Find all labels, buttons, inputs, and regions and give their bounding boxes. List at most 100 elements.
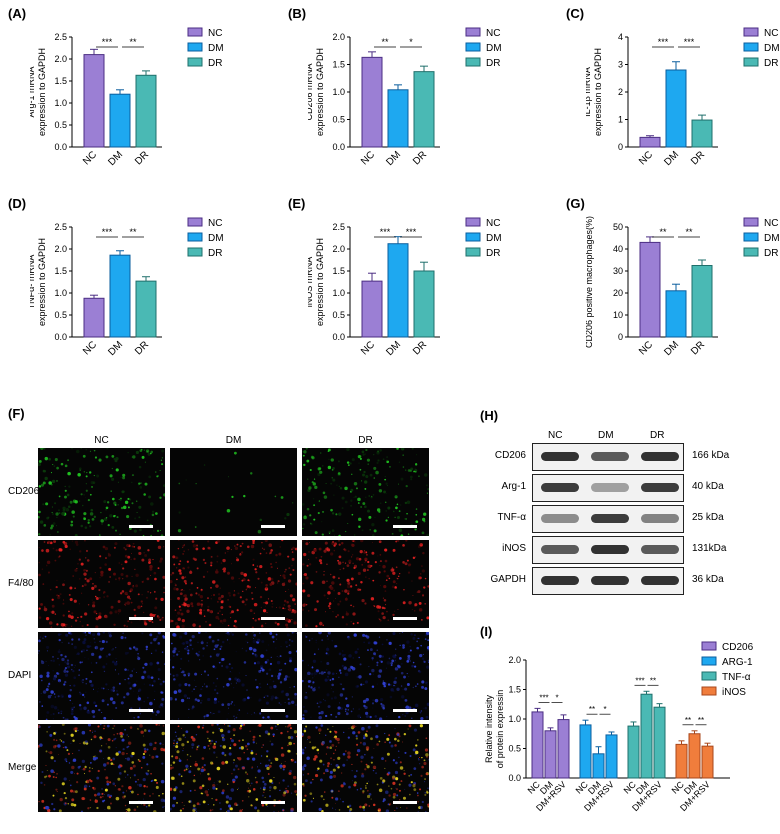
- x-tick-label: DR: [689, 339, 707, 357]
- bar: [109, 93, 131, 148]
- y-tick-label: 2: [618, 87, 623, 97]
- y-tick-label: 0.5: [54, 120, 67, 130]
- legend-label: ARG-1: [722, 657, 753, 668]
- legend-swatch: [701, 641, 717, 651]
- x-tick-label: DR: [411, 149, 429, 167]
- legend-label: NC: [208, 28, 222, 39]
- blot-label: iNOS: [502, 543, 526, 554]
- x-tick-label: NC: [637, 339, 655, 357]
- legend-swatch: [187, 42, 203, 52]
- f-row-cd206: CD206: [8, 486, 40, 497]
- significance-label: **: [589, 705, 595, 714]
- chart-c: 0 1 2 3 4 IL-1β mRNA expression to GAPDH NC DM DR…: [586, 27, 780, 168]
- x-tick-label: NC: [81, 339, 99, 357]
- panel-label-c: (C): [566, 6, 585, 21]
- significance-label: ***: [380, 227, 391, 237]
- y-tick-label: 1.0: [332, 288, 345, 298]
- significance-label: ***: [658, 37, 669, 47]
- legend-label: DR: [486, 248, 500, 259]
- y-axis-label: expression to GAPDH: [315, 48, 325, 136]
- panel-label-d: (D): [8, 196, 27, 211]
- y-tick-label: 0.0: [332, 142, 345, 152]
- panel-label-a: (A): [8, 6, 27, 21]
- significance-label: **: [659, 227, 667, 237]
- significance-label: *: [409, 37, 413, 47]
- significance-label: ***: [539, 693, 548, 702]
- blot-kda: 166 kDa: [692, 450, 730, 461]
- blot-label: TNF-α: [497, 512, 526, 523]
- bar: [592, 753, 605, 779]
- blot-band: [541, 452, 579, 461]
- y-tick-label: 3: [618, 60, 623, 70]
- legend-label: NC: [764, 218, 778, 229]
- x-tick-label: DM: [662, 339, 681, 358]
- y-tick-label: 0.5: [332, 115, 345, 125]
- blot-band: [591, 576, 629, 585]
- x-tick-label: DR: [411, 339, 429, 357]
- f-col-dm: DM: [225, 435, 242, 446]
- bar: [387, 89, 409, 148]
- y-tick-label: 2.0: [332, 244, 345, 254]
- micrograph-texture: [170, 632, 297, 720]
- micrograph-merge-dr: [302, 724, 429, 812]
- legend-swatch: [701, 686, 717, 696]
- y-tick-label: 1.0: [508, 714, 521, 724]
- micrograph-texture: [170, 724, 297, 812]
- chart-e: 0.0 0.5 1.0 1.5 2.0 2.5 iNOS mRNA expression to…: [308, 217, 502, 358]
- micrograph-dapi-dr: [302, 632, 429, 720]
- blot-kda: 131kDa: [692, 543, 727, 554]
- y-tick-label: 30: [613, 266, 623, 276]
- h-col-dr: DR: [650, 430, 665, 441]
- y-tick-label: 1.5: [332, 60, 345, 70]
- bar: [665, 69, 687, 148]
- y-tick-label: 1.5: [54, 266, 67, 276]
- chart-a: 0.0 0.5 1.0 1.5 2.0 2.5 Arg-1 mRNA expression t…: [30, 27, 224, 168]
- f-row-dapi: DAPI: [8, 670, 32, 681]
- legend-swatch: [465, 42, 481, 52]
- scale-bar: [129, 525, 153, 528]
- micrograph-texture: [38, 724, 165, 812]
- bar: [387, 243, 409, 338]
- blot-band: [641, 576, 679, 585]
- bar: [413, 71, 435, 148]
- h-col-nc: NC: [548, 430, 563, 441]
- panel-label-b: (B): [288, 6, 307, 21]
- scale-bar: [261, 709, 285, 712]
- legend-label: CD206: [722, 642, 754, 653]
- significance-label: **: [129, 227, 137, 237]
- scale-bar: [393, 709, 417, 712]
- micrograph-dapi-nc: [38, 632, 165, 720]
- scale-bar: [393, 801, 417, 804]
- y-tick-label: 4: [618, 32, 623, 42]
- x-tick-label: NC: [359, 149, 377, 167]
- y-tick-label: 1: [618, 115, 623, 125]
- bar: [579, 724, 592, 779]
- bar: [688, 733, 701, 779]
- bar: [640, 693, 653, 779]
- micrograph-f480-dm: [170, 540, 297, 628]
- y-tick-label: 1.0: [54, 288, 67, 298]
- legend-label: NC: [764, 28, 778, 39]
- legend-swatch: [701, 671, 717, 681]
- y-tick-label: 2.0: [54, 54, 67, 64]
- scale-bar: [129, 801, 153, 804]
- bar: [544, 730, 557, 779]
- bar: [83, 54, 105, 148]
- legend-swatch: [187, 57, 203, 67]
- legend-swatch: [701, 656, 717, 666]
- y-tick-label: 0.5: [332, 310, 345, 320]
- bar: [135, 74, 157, 148]
- x-tick-label: DM: [106, 149, 125, 168]
- y-tick-label: 0.5: [54, 310, 67, 320]
- legend-label: NC: [208, 218, 222, 229]
- blot-label: GAPDH: [490, 574, 526, 585]
- y-axis-label: iNOS mRNA: [308, 257, 314, 308]
- y-tick-label: 2.0: [508, 655, 521, 665]
- blot-band: [591, 545, 629, 554]
- legend-label: TNF-α: [722, 672, 751, 683]
- legend-swatch: [743, 27, 759, 37]
- micrograph-texture: [38, 448, 165, 536]
- blot-strip: [532, 474, 684, 502]
- bar: [361, 56, 383, 148]
- y-tick-label: 0: [618, 142, 623, 152]
